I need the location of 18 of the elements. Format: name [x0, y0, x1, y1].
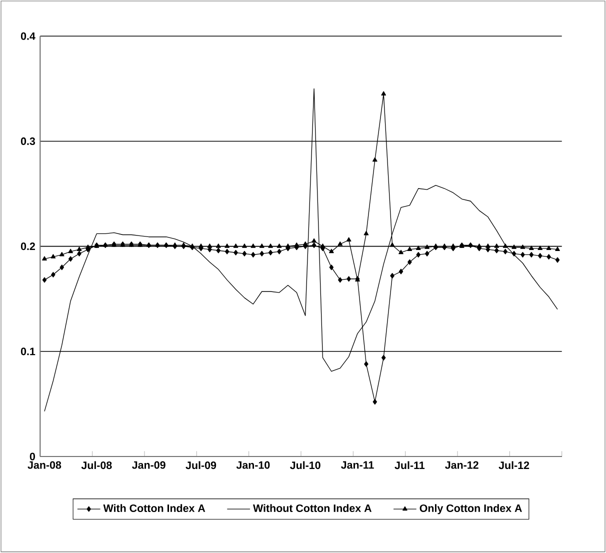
y-tick-label: 0 [30, 452, 35, 460]
x-tick-label: Jul-11 [394, 461, 425, 470]
x-tick-label: Jul-10 [290, 461, 320, 470]
x-tick-label: Jul-08 [81, 461, 112, 470]
x-tick-label: Jan-09 [132, 461, 166, 469]
x-tick-label: Jan-11 [341, 461, 374, 469]
y-tick-label: 0.4 [20, 32, 36, 40]
x-tick-label: Jan-12 [445, 461, 478, 469]
x-tick-label: Jul-12 [498, 461, 530, 470]
legend-label: Without Cotton Index A [253, 504, 372, 512]
legend-label: With Cotton Index A [103, 504, 206, 512]
y-tick-label: 0.1 [20, 348, 36, 356]
y-tick-label: 0.3 [20, 138, 36, 146]
legend-label: Only Cotton Index A [420, 504, 522, 514]
y-tick-label: 0.2 [20, 242, 35, 250]
x-tick-label: Jul-09 [186, 461, 216, 470]
x-tick-label: Jan-08 [28, 461, 62, 469]
x-tick-label: Jan-10 [236, 461, 270, 469]
